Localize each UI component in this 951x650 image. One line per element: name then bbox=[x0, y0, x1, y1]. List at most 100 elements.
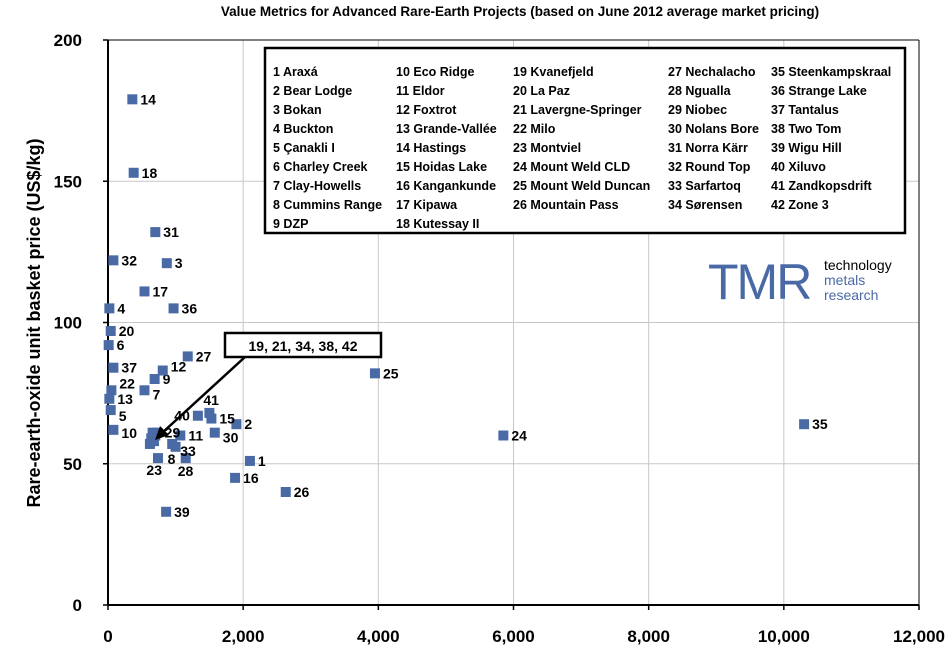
y-tick-label: 100 bbox=[54, 314, 82, 333]
data-point-28 bbox=[180, 453, 191, 464]
data-point-26 bbox=[280, 487, 291, 497]
legend-item: 18 Kutessay II bbox=[396, 217, 479, 231]
data-point-37 bbox=[108, 362, 119, 373]
data-point-6 bbox=[103, 340, 114, 351]
data-point-24 bbox=[498, 430, 509, 441]
legend-item: 22 Milo bbox=[513, 122, 556, 136]
legend-item: 37 Tantalus bbox=[771, 103, 839, 117]
data-label-25: 25 bbox=[383, 365, 399, 381]
data-point-31 bbox=[150, 227, 161, 238]
data-label-1: 1 bbox=[258, 453, 266, 469]
data-point-7 bbox=[139, 385, 150, 396]
legend-item: 39 Wigu Hill bbox=[771, 141, 842, 155]
data-label-28: 28 bbox=[178, 463, 194, 479]
legend-item: 19 Kvanefjeld bbox=[513, 65, 594, 79]
data-point-11 bbox=[175, 430, 186, 441]
data-label-3: 3 bbox=[175, 255, 183, 271]
data-label-6: 6 bbox=[117, 337, 125, 353]
annotation: 19, 21, 34, 38, 42 bbox=[155, 331, 383, 440]
data-point-1 bbox=[244, 455, 255, 466]
legend-item: 32 Round Top bbox=[668, 160, 751, 174]
x-tick-label: 12,000 bbox=[893, 627, 945, 646]
legend-item: 27 Nechalacho bbox=[668, 65, 756, 79]
y-tick-label: 150 bbox=[54, 172, 82, 191]
legend-item: 35 Steenkampskraal bbox=[771, 65, 891, 79]
legend: 1 Araxá 2 Bear Lodge 3 Bokan 4 Buckton 5 Çan… bbox=[263, 46, 907, 235]
y-axis-label: Rare-earth-oxide unit basket price (US$/… bbox=[24, 138, 44, 507]
annotation-arrowhead bbox=[155, 426, 169, 440]
legend-item: 24 Mount Weld CLD bbox=[513, 160, 630, 174]
data-label-26: 26 bbox=[294, 484, 310, 500]
data-point-41 bbox=[204, 407, 215, 418]
data-point-16 bbox=[230, 472, 241, 483]
data-point-38 bbox=[150, 430, 161, 441]
data-point-14 bbox=[127, 94, 138, 105]
data-label-41: 41 bbox=[203, 392, 219, 408]
data-label-36: 36 bbox=[182, 300, 198, 316]
x-tick-label: 10,000 bbox=[758, 627, 810, 646]
data-point-13 bbox=[104, 393, 115, 404]
x-tick-label: 0 bbox=[103, 627, 112, 646]
legend-box bbox=[263, 46, 907, 235]
data-label-31: 31 bbox=[163, 224, 179, 240]
data-label-10: 10 bbox=[121, 425, 137, 441]
legend-item: 7 Clay-Howells bbox=[273, 179, 361, 193]
legend-item: 16 Kangankunde bbox=[396, 179, 496, 193]
data-label-30: 30 bbox=[223, 430, 239, 446]
data-label-29: 29 bbox=[165, 425, 181, 441]
legend-item: 40 Xiluvo bbox=[771, 160, 826, 174]
legend-item: 13 Grande-Vallée bbox=[396, 122, 497, 136]
data-point-20 bbox=[105, 325, 116, 336]
legend-item: 8 Cummins Range bbox=[273, 198, 382, 212]
data-point-32 bbox=[108, 255, 119, 266]
data-point-27 bbox=[182, 351, 193, 362]
data-label-12: 12 bbox=[171, 359, 187, 375]
legend-item: 34 Sørensen bbox=[668, 198, 742, 212]
data-point-12 bbox=[157, 365, 168, 376]
legend-item: 10 Eco Ridge bbox=[396, 65, 475, 79]
data-point-33 bbox=[167, 438, 178, 449]
data-point-39 bbox=[161, 506, 172, 517]
data-label-39: 39 bbox=[174, 504, 190, 520]
legend-item: 42 Zone 3 bbox=[771, 198, 829, 212]
data-label-11: 11 bbox=[188, 428, 203, 444]
data-label-17: 17 bbox=[152, 283, 168, 299]
legend-item: 4 Buckton bbox=[273, 122, 333, 136]
data-label-22: 22 bbox=[119, 375, 135, 391]
data-point-4 bbox=[104, 303, 115, 314]
data-point-3 bbox=[161, 258, 172, 269]
legend-item: 23 Montviel bbox=[513, 141, 581, 155]
annotation-text: 19, 21, 34, 38, 42 bbox=[249, 338, 358, 354]
data-point-40 bbox=[192, 410, 203, 421]
y-tick-label: 50 bbox=[63, 455, 82, 474]
data-label-24: 24 bbox=[511, 428, 527, 444]
data-label-7: 7 bbox=[152, 386, 160, 402]
legend-item: 38 Two Tom bbox=[771, 122, 841, 136]
data-point-23 bbox=[153, 453, 164, 464]
data-label-33: 33 bbox=[180, 443, 196, 459]
data-point-35 bbox=[799, 419, 810, 430]
logo-line3: research bbox=[824, 287, 878, 303]
y-tick-label: 200 bbox=[54, 31, 82, 50]
chart-title: Value Metrics for Advanced Rare-Earth Pr… bbox=[221, 4, 819, 19]
legend-item: 1 Araxá bbox=[273, 65, 318, 79]
data-label-14: 14 bbox=[140, 91, 156, 107]
data-point-18 bbox=[128, 167, 139, 178]
x-tick-label: 4,000 bbox=[357, 627, 400, 646]
x-tick-label: 8,000 bbox=[627, 627, 670, 646]
legend-item: 6 Charley Creek bbox=[273, 160, 368, 174]
legend-item: 12 Foxtrot bbox=[396, 103, 457, 117]
annotation-box bbox=[223, 331, 383, 359]
data-label-27: 27 bbox=[196, 348, 212, 364]
legend-item: 41 Zandkopsdrift bbox=[771, 179, 873, 193]
data-label-37: 37 bbox=[121, 360, 137, 376]
legend-item: 33 Sarfartoq bbox=[668, 179, 741, 193]
logo-line2: metals bbox=[824, 272, 865, 288]
annotation-arrow-line bbox=[161, 356, 246, 434]
legend-item: 5 Çanakli I bbox=[273, 141, 335, 155]
legend-item: 31 Norra Kärr bbox=[668, 141, 748, 155]
data-point-22 bbox=[106, 385, 117, 396]
x-tick-label: 6,000 bbox=[492, 627, 535, 646]
y-tick-label: 0 bbox=[73, 596, 82, 615]
data-point-2 bbox=[231, 419, 242, 430]
